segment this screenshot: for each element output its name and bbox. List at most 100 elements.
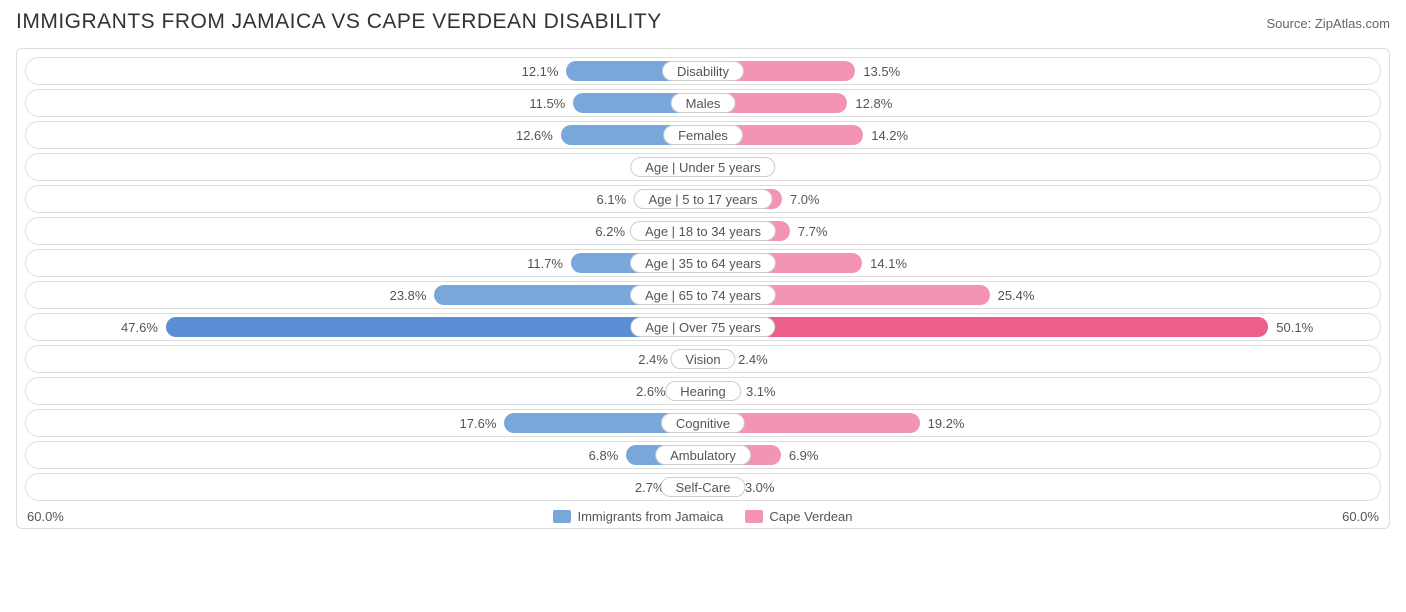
bar-left	[166, 317, 703, 337]
chart-row: 23.8% 25.4% Age | 65 to 74 years	[17, 279, 1389, 311]
chart-row: 1.2% 1.7% Age | Under 5 years	[17, 151, 1389, 183]
chart-row: 11.5% 12.8% Males	[17, 87, 1389, 119]
row-left-half: 6.1%	[26, 186, 703, 212]
legend-right-swatch	[745, 510, 763, 523]
row-track: 12.6% 14.2% Females	[25, 121, 1381, 149]
chart-row: 17.6% 19.2% Cognitive	[17, 407, 1389, 439]
row-track: 47.6% 50.1% Age | Over 75 years	[25, 313, 1381, 341]
legend: Immigrants from Jamaica Cape Verdean	[553, 509, 852, 524]
chart-row: 2.7% 3.0% Self-Care	[17, 471, 1389, 503]
row-right-half: 7.0%	[703, 186, 1380, 212]
category-pill: Disability	[662, 61, 744, 81]
row-right-half: 6.9%	[703, 442, 1380, 468]
row-track: 11.7% 14.1% Age | 35 to 64 years	[25, 249, 1381, 277]
category-pill: Cognitive	[661, 413, 745, 433]
row-left-half: 12.6%	[26, 122, 703, 148]
row-right-half: 13.5%	[703, 58, 1380, 84]
row-right-half: 3.1%	[703, 378, 1380, 404]
value-left: 11.7%	[527, 250, 571, 276]
value-left: 47.6%	[121, 314, 166, 340]
value-right: 7.7%	[790, 218, 828, 244]
row-left-half: 6.8%	[26, 442, 703, 468]
row-left-half: 17.6%	[26, 410, 703, 436]
row-right-half: 1.7%	[703, 154, 1380, 180]
row-right-half: 14.1%	[703, 250, 1380, 276]
row-left-half: 47.6%	[26, 314, 703, 340]
value-left: 6.8%	[589, 442, 627, 468]
value-right: 2.4%	[730, 346, 768, 372]
value-right: 19.2%	[920, 410, 965, 436]
header: IMMIGRANTS FROM JAMAICA VS CAPE VERDEAN …	[16, 10, 1390, 34]
category-pill: Females	[663, 125, 743, 145]
chart-row: 12.6% 14.2% Females	[17, 119, 1389, 151]
axis-right-max: 60.0%	[1342, 509, 1379, 524]
value-right: 14.2%	[863, 122, 908, 148]
row-left-half: 2.4%	[26, 346, 703, 372]
category-pill: Age | Over 75 years	[630, 317, 775, 337]
category-pill: Hearing	[665, 381, 741, 401]
chart-title: IMMIGRANTS FROM JAMAICA VS CAPE VERDEAN …	[16, 10, 662, 34]
axis-left-max: 60.0%	[27, 509, 64, 524]
value-right: 50.1%	[1268, 314, 1313, 340]
row-track: 2.6% 3.1% Hearing	[25, 377, 1381, 405]
category-pill: Age | 5 to 17 years	[634, 189, 773, 209]
row-left-half: 2.7%	[26, 474, 703, 500]
chart-row: 6.2% 7.7% Age | 18 to 34 years	[17, 215, 1389, 247]
row-track: 17.6% 19.2% Cognitive	[25, 409, 1381, 437]
value-right: 6.9%	[781, 442, 819, 468]
value-left: 12.6%	[516, 122, 561, 148]
row-right-half: 7.7%	[703, 218, 1380, 244]
value-right: 13.5%	[855, 58, 900, 84]
chart-row: 6.8% 6.9% Ambulatory	[17, 439, 1389, 471]
chart-row: 47.6% 50.1% Age | Over 75 years	[17, 311, 1389, 343]
row-right-half: 14.2%	[703, 122, 1380, 148]
value-right: 7.0%	[782, 186, 820, 212]
row-left-half: 23.8%	[26, 282, 703, 308]
row-track: 23.8% 25.4% Age | 65 to 74 years	[25, 281, 1381, 309]
row-left-half: 2.6%	[26, 378, 703, 404]
row-right-half: 19.2%	[703, 410, 1380, 436]
category-pill: Males	[671, 93, 736, 113]
category-pill: Ambulatory	[655, 445, 751, 465]
row-right-half: 12.8%	[703, 90, 1380, 116]
row-left-half: 11.5%	[26, 90, 703, 116]
value-right: 25.4%	[990, 282, 1035, 308]
chart-rows: 12.1% 13.5% Disability 11.5% 12.8% Males…	[17, 55, 1389, 503]
value-left: 17.6%	[460, 410, 505, 436]
row-track: 1.2% 1.7% Age | Under 5 years	[25, 153, 1381, 181]
chart-row: 11.7% 14.1% Age | 35 to 64 years	[17, 247, 1389, 279]
category-pill: Age | 18 to 34 years	[630, 221, 776, 241]
row-left-half: 12.1%	[26, 58, 703, 84]
row-track: 2.7% 3.0% Self-Care	[25, 473, 1381, 501]
row-right-half: 3.0%	[703, 474, 1380, 500]
row-left-half: 6.2%	[26, 218, 703, 244]
category-pill: Vision	[670, 349, 735, 369]
row-track: 6.1% 7.0% Age | 5 to 17 years	[25, 185, 1381, 213]
row-track: 6.2% 7.7% Age | 18 to 34 years	[25, 217, 1381, 245]
chart-row: 2.4% 2.4% Vision	[17, 343, 1389, 375]
row-left-half: 11.7%	[26, 250, 703, 276]
chart-container: 12.1% 13.5% Disability 11.5% 12.8% Males…	[16, 48, 1390, 529]
category-pill: Age | 65 to 74 years	[630, 285, 776, 305]
row-left-half: 1.2%	[26, 154, 703, 180]
category-pill: Age | 35 to 64 years	[630, 253, 776, 273]
value-left: 6.1%	[597, 186, 635, 212]
value-left: 6.2%	[595, 218, 633, 244]
value-right: 14.1%	[862, 250, 907, 276]
row-right-half: 2.4%	[703, 346, 1380, 372]
row-right-half: 25.4%	[703, 282, 1380, 308]
chart-row: 2.6% 3.1% Hearing	[17, 375, 1389, 407]
row-track: 6.8% 6.9% Ambulatory	[25, 441, 1381, 469]
value-right: 3.1%	[738, 378, 776, 404]
chart-row: 12.1% 13.5% Disability	[17, 55, 1389, 87]
value-left: 11.5%	[529, 90, 573, 116]
category-pill: Age | Under 5 years	[630, 157, 775, 177]
legend-right: Cape Verdean	[745, 509, 852, 524]
chart-row: 6.1% 7.0% Age | 5 to 17 years	[17, 183, 1389, 215]
value-left: 12.1%	[522, 58, 567, 84]
legend-right-label: Cape Verdean	[769, 509, 852, 524]
row-right-half: 50.1%	[703, 314, 1380, 340]
value-right: 12.8%	[847, 90, 892, 116]
axis-legend-row: 60.0% Immigrants from Jamaica Cape Verde…	[17, 503, 1389, 524]
source-label: Source: ZipAtlas.com	[1266, 16, 1390, 31]
